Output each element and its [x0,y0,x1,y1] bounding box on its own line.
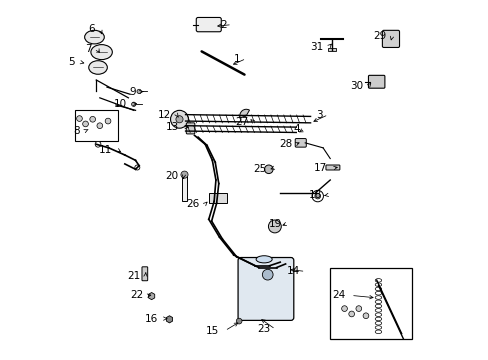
Text: 13: 13 [166,122,179,132]
Text: 23: 23 [257,324,270,334]
Ellipse shape [256,256,272,263]
Text: 7: 7 [85,44,91,54]
Circle shape [90,116,95,122]
Text: 22: 22 [130,291,143,300]
Text: 29: 29 [373,31,386,41]
FancyBboxPatch shape [142,267,147,281]
Circle shape [137,89,141,94]
Text: 2: 2 [220,19,226,30]
Circle shape [311,190,323,202]
Circle shape [348,311,354,317]
Circle shape [341,306,346,311]
Circle shape [176,116,183,123]
Ellipse shape [91,45,112,60]
Circle shape [262,269,272,280]
Circle shape [82,121,88,127]
Circle shape [268,220,281,233]
Ellipse shape [88,61,107,74]
Circle shape [355,306,361,311]
Circle shape [105,118,111,124]
Text: 4: 4 [293,124,299,134]
Text: 20: 20 [165,171,178,181]
Bar [208,193,226,203]
Text: 3: 3 [316,110,323,120]
Circle shape [97,123,102,129]
Text: 27: 27 [234,117,247,127]
Text: 30: 30 [349,81,363,91]
Bar [328,48,335,51]
Circle shape [181,171,188,178]
Text: 6: 6 [88,24,94,34]
Text: 9: 9 [129,87,135,97]
Text: 15: 15 [206,326,219,336]
Text: 1: 1 [234,54,241,64]
Text: 8: 8 [73,126,80,136]
FancyBboxPatch shape [186,123,194,134]
Circle shape [264,165,272,174]
FancyBboxPatch shape [196,18,221,32]
Circle shape [135,165,140,170]
Text: 28: 28 [278,139,291,149]
Bar [75,111,118,141]
Bar [329,267,411,339]
Circle shape [236,318,242,324]
Circle shape [314,193,320,199]
Text: 21: 21 [127,271,140,281]
Text: 16: 16 [144,314,158,324]
FancyBboxPatch shape [295,139,305,147]
Text: 14: 14 [286,266,300,276]
Text: 12: 12 [158,110,171,120]
Ellipse shape [84,30,104,44]
Text: 18: 18 [308,190,322,200]
Text: 5: 5 [68,57,75,67]
Text: 26: 26 [186,199,199,209]
Circle shape [170,111,188,128]
Circle shape [77,116,82,121]
Text: 24: 24 [332,291,345,300]
Wedge shape [240,109,249,118]
Text: 31: 31 [309,42,323,52]
Bar [182,176,186,202]
Circle shape [131,102,136,107]
FancyBboxPatch shape [238,257,293,320]
Text: 10: 10 [113,99,126,109]
Text: 17: 17 [313,163,326,173]
Circle shape [363,313,368,319]
Circle shape [95,141,101,147]
Text: 25: 25 [253,163,266,174]
FancyBboxPatch shape [325,165,339,170]
Text: 11: 11 [98,145,111,155]
Text: 19: 19 [268,219,282,229]
FancyBboxPatch shape [382,30,399,48]
FancyBboxPatch shape [367,75,384,88]
